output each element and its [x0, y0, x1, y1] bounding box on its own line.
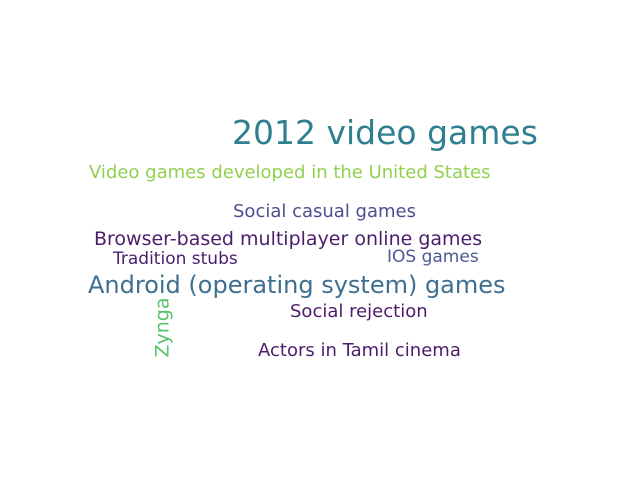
word-cloud-term-browser-based-multiplayer-online-games: Browser-based multiplayer online games: [94, 228, 483, 250]
word-cloud-term-2012-video-games: 2012 video games: [232, 113, 538, 152]
word-cloud-term-actors-in-tamil-cinema: Actors in Tamil cinema: [258, 340, 461, 361]
word-cloud-term-android-operating-system-games: Android (operating system) games: [88, 271, 506, 299]
word-cloud-term-social-casual-games: Social casual games: [233, 201, 416, 222]
word-cloud-term-video-games-developed-in-the-united-states: Video games developed in the United Stat…: [89, 162, 491, 183]
word-cloud-term-social-rejection: Social rejection: [290, 301, 428, 322]
word-cloud-term-zynga: Zynga: [151, 297, 174, 358]
word-cloud-term-tradition-stubs: Tradition stubs: [113, 249, 238, 269]
word-cloud-term-ios-games: IOS games: [387, 247, 479, 267]
